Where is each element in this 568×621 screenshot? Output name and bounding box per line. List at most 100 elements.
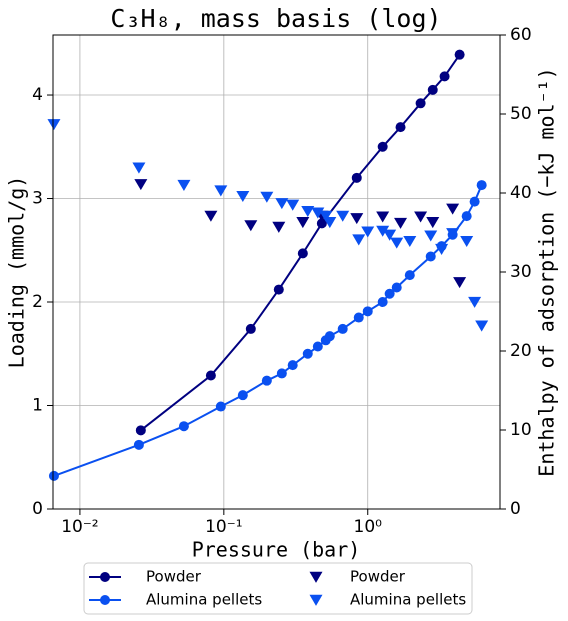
triangle-marker [424,230,438,242]
triangle-marker [286,199,300,211]
circle-marker [391,282,402,293]
circle-marker [404,270,415,281]
triangle-marker [301,205,315,218]
circle-marker [245,323,256,334]
circle-marker [439,71,450,82]
circle-marker [427,84,438,95]
circle-marker [362,306,373,317]
y-axis-label: Loading (mmol/g) [5,176,29,369]
triangle-marker [309,571,323,583]
legend-box [83,562,473,615]
circle-marker [205,370,216,381]
circle-marker [377,141,388,152]
circle-marker [324,331,335,342]
triangle-marker [309,594,323,606]
circle-marker [276,368,287,379]
triangle-marker [361,226,375,238]
plot [47,49,489,481]
circle-marker [133,439,144,450]
triangle-marker [311,207,325,219]
circle-marker [316,218,327,229]
circle-marker [425,251,436,262]
y2-axis-label: Enthalpy of adsorption (−kJ mol⁻¹) [535,67,559,476]
circle-marker [302,348,313,359]
triangle-marker [453,277,467,289]
circle-marker [469,196,480,207]
triangle-marker [323,217,337,229]
triangle-marker [390,237,404,249]
circle-marker [287,360,298,371]
circle-marker [273,284,284,295]
y-tick-label: 2 [32,292,43,312]
x-tick-label: 10⁻¹ [205,517,242,537]
circle-marker [100,595,110,605]
triangle-marker [177,179,191,191]
circle-marker [415,98,426,109]
series-line [53,184,483,477]
triangle-marker [435,243,449,255]
circle-marker [215,401,226,412]
circle-marker [395,122,406,133]
triangle-marker [236,190,250,203]
triangle-marker [260,191,274,203]
x-axis-label: Pressure (bar) [192,538,361,562]
legend: Powder Alumina pellets Powder Alumina pelle… [89,568,466,609]
circle-marker [377,297,388,308]
circle-marker [353,312,364,323]
chart-title: C₃H₈, mass basis (log) [110,4,441,33]
legend-label: Alumina pellets [146,591,262,609]
y-tick-label: 1 [32,396,43,416]
y2-tick-label: 10 [510,420,532,440]
triangle-marker [214,185,228,197]
triangle-marker [319,210,333,222]
legend-label: Powder [146,568,202,586]
circle-marker [297,248,308,259]
circle-marker [351,172,362,183]
triangle-marker [383,229,397,241]
circle-marker [461,211,472,222]
triangle-marker [475,320,489,332]
triangle-marker [468,296,482,308]
circle-marker [135,425,146,436]
circle-marker [384,288,395,299]
circle-marker [100,572,110,582]
circle-marker [454,49,465,60]
y2-tick-label: 30 [510,262,532,282]
triangle-marker [336,210,350,222]
triangle-marker [350,213,364,225]
triangle-marker [132,162,146,174]
grid [53,35,500,510]
circle-marker [261,375,272,386]
triangle-marker [414,211,428,223]
triangle-marker [134,179,148,191]
legend-label: Powder [350,568,406,586]
x-tick-label: 10⁻² [61,517,98,537]
triangle-marker [403,235,417,248]
triangle-marker [272,221,286,233]
y2-tick-label: 0 [510,499,521,519]
triangle-marker [376,225,390,237]
circle-marker [237,390,248,401]
triangle-marker [275,198,289,210]
y2-tick-label: 20 [510,341,532,361]
x-tick-label: 10⁰ [354,517,383,537]
triangle-marker [394,217,408,229]
circle-marker [178,421,189,432]
circle-marker [337,323,348,334]
circle-marker [48,470,59,481]
triangle-marker [376,211,390,223]
y-tick-label: 4 [32,85,43,105]
triangle-marker [204,210,218,222]
triangle-marker [352,234,366,246]
triangle-marker [446,228,460,240]
plot-frame [52,34,501,510]
y2-tick-label: 60 [510,25,532,45]
circle-marker [312,341,323,352]
triangle-marker [446,203,460,215]
triangle-marker [460,235,474,248]
circle-marker [476,180,487,191]
legend-label: Alumina pellets [350,591,466,609]
y-tick-label: 3 [32,189,43,209]
triangle-marker [296,217,310,229]
